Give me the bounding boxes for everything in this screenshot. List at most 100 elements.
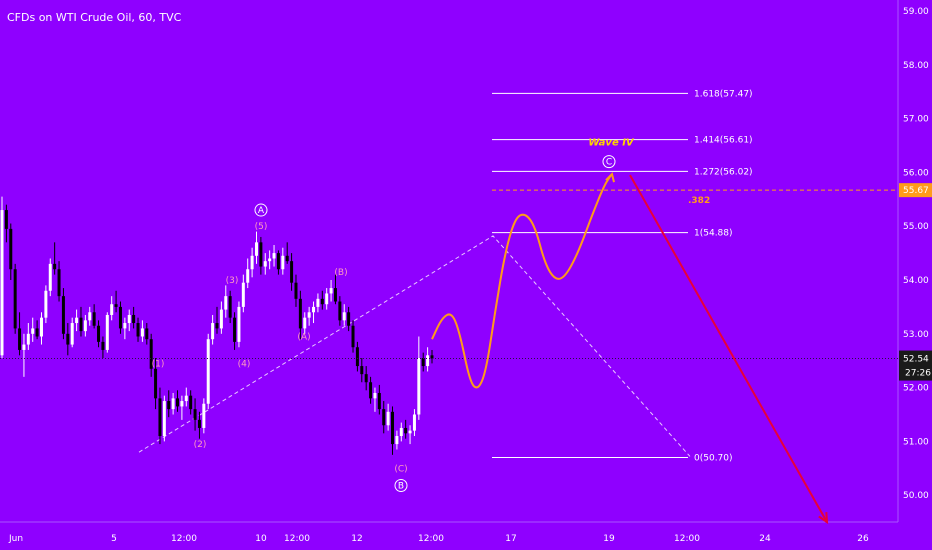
fib-level-label: 1.414(56.61) [694,136,753,146]
candle-body [202,403,206,428]
candle-body [92,312,96,326]
level-tag-bg [899,183,932,198]
candle-body [333,288,337,302]
candlestick-series [0,196,898,455]
candle-body [373,392,377,399]
candle-body [39,317,43,337]
candle-body [421,358,425,367]
wave-label: (A) [297,332,310,342]
wave-label: A [258,206,265,216]
y-tick-label: 58.00 [903,61,929,71]
candle-body [364,374,368,383]
wave-label: (2) [194,440,207,450]
candle-body [250,255,254,270]
candle-body [13,269,17,329]
fib-level-label: 0(50.70) [694,454,733,464]
candle-body [342,312,346,321]
fib-level-label: 1.618(57.47) [694,89,753,99]
candle-body [377,392,381,410]
candle-body [211,323,215,340]
candle-body [4,210,8,229]
candle-body [22,344,26,350]
candle-body [412,414,416,431]
fib-382-label: .382 [688,196,710,206]
candle-body [132,314,136,324]
candle-body [48,263,52,291]
candle-body [272,253,276,259]
candle-body [167,401,171,410]
candle-body [233,317,237,342]
candle-body [75,317,79,324]
wave-label: (4) [238,359,251,369]
candle-body [79,317,83,332]
candle-body [294,282,298,299]
x-tick-label: 5 [111,534,117,544]
dashed-wave-triangle [138,235,691,457]
candle-body [355,347,359,367]
price-axis[interactable]: 59.00 58.00 57.00 56.00 55.00 54.00 53.00 52.00… [903,7,929,501]
candle-body [241,282,245,307]
candle-body [9,228,13,270]
fibonacci-extension[interactable]: 1.618(57.47) 1.414(56.61) 1.272(56.02) 1(54… [492,89,898,464]
candle-body [154,368,158,399]
current-price-value: 52.54 [903,355,929,365]
wave-label: (1) [152,359,165,369]
candle-body [162,401,166,437]
projection-curve [431,172,615,389]
wave-circle [254,203,268,217]
candle-body [312,306,316,313]
candle-body [193,409,197,420]
x-tick-label: 12:00 [171,534,197,544]
candle-body [97,325,101,342]
candle-body [215,323,219,329]
candle-body [307,312,311,318]
candle-body [219,309,223,329]
candle-body [180,401,184,407]
forecast-arrowhead [818,512,829,525]
x-tick-label: 10 [255,534,267,544]
candle-body [70,323,74,345]
candle-body [18,328,22,350]
time-axis[interactable]: Jun 5 12:00 10 12:00 12 12:00 17 19 12:00 24 26 [8,534,869,544]
y-tick-label: 52.00 [903,384,929,394]
candle-body [303,317,307,329]
wave-label: (3) [226,276,239,286]
y-tick-label: 55.00 [903,222,929,232]
wave-label: (5) [255,222,268,232]
candle-body [391,411,395,445]
candle-body [268,258,272,262]
chart-title: CFDs on WTI Crude Oil, 60, TVC [7,11,182,24]
projection-path [431,174,612,389]
fib-level-label: 1.272(56.02) [694,167,753,177]
candle-body [57,269,61,297]
candle-body [285,255,289,262]
candle-body [176,398,180,407]
x-tick-label: 26 [857,534,869,544]
candle-body [114,304,118,307]
wave-label: C [606,158,612,168]
candle-body [105,314,109,350]
fib-level-label: 1(54.88) [694,229,733,239]
candle-body [197,419,201,428]
countdown-timer: 27:26 [905,369,931,379]
candle-body [276,253,280,270]
candle-body [118,306,122,329]
candle-body [83,320,87,332]
wave-iv-label: Wave IV [588,138,635,149]
candle-body [408,430,412,434]
level-tag-value: 55.67 [903,186,929,196]
wave-label: (C) [394,464,407,474]
projection-arrowhead [605,172,615,183]
candle-body [395,436,399,445]
candle-body [31,328,35,334]
candle-body [35,328,39,337]
candle-body [263,261,267,267]
x-tick-label: 19 [603,534,615,544]
candle-body [136,323,140,337]
y-tick-label: 57.00 [903,115,929,125]
candle-body [316,298,320,307]
candle-body [325,293,329,305]
candle-body [26,333,30,345]
